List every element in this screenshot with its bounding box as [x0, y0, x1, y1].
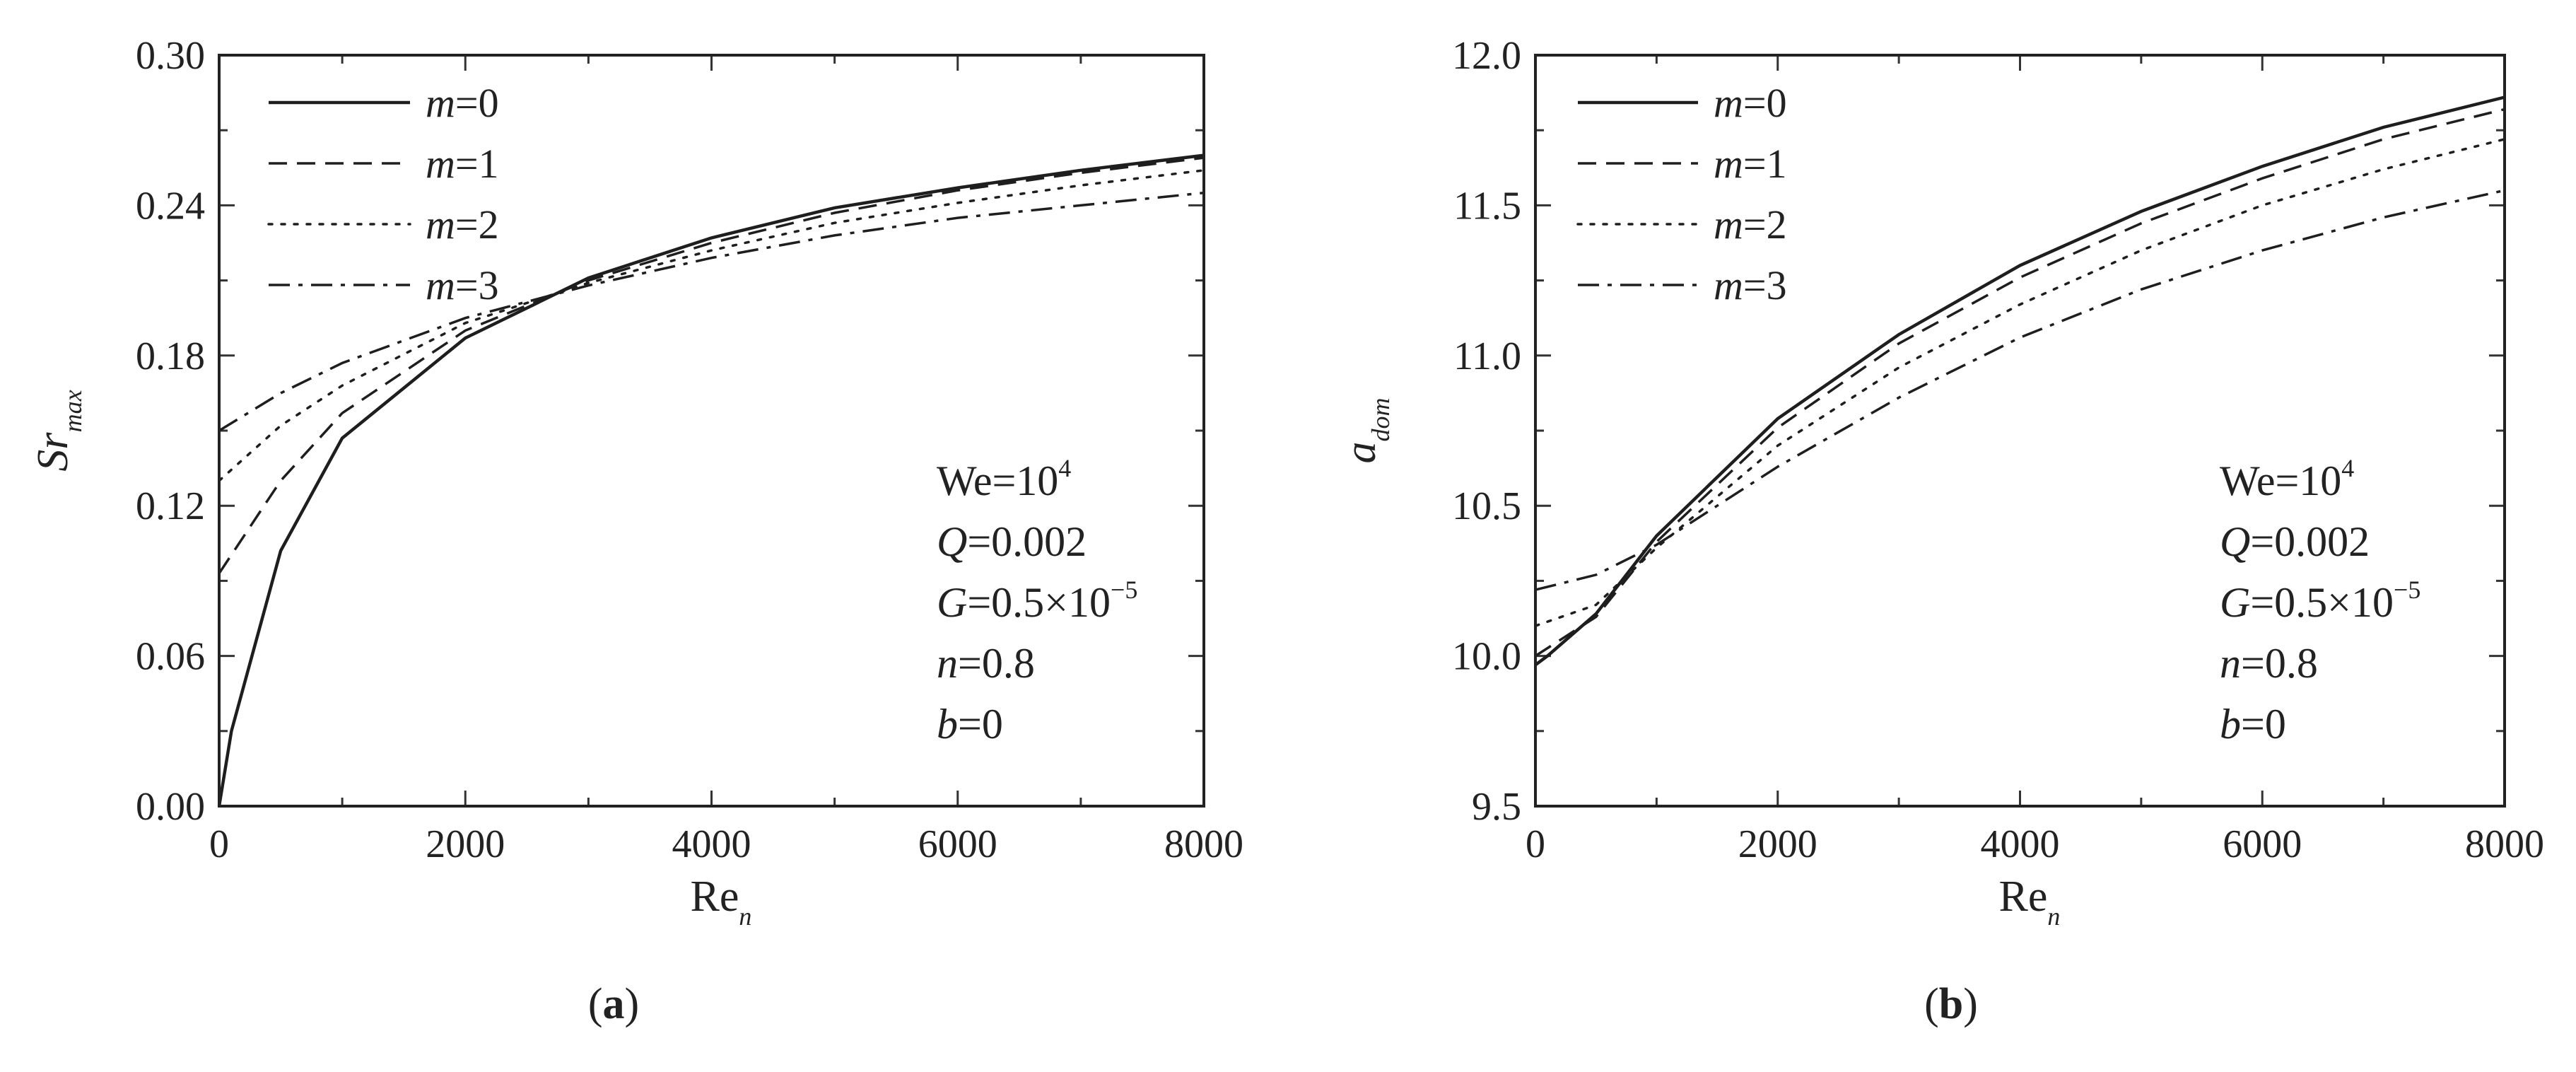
x-tick-label: 0: [209, 822, 229, 866]
panel-a: 0 2000 4000 6000 8000 0.00 0.06 0.12 0.18 0.24 0.3…: [29, 34, 1243, 1028]
legend-label-m1: m=1: [1714, 141, 1787, 187]
series-line-m0: [217, 153, 1205, 807]
y-tick-label: 11.0: [1453, 334, 1521, 378]
annotation-n: n=0.8: [2220, 640, 2318, 687]
y-tick-label: 11.5: [1453, 184, 1521, 228]
series-line-m1: [1535, 107, 2505, 658]
y-axis-label: Srmax: [29, 390, 87, 471]
annotation-q: Q=0.002: [2220, 518, 2370, 565]
legend-label-m3: m=3: [426, 262, 499, 308]
legend-label-m0: m=0: [426, 80, 499, 126]
annotation-q: Q=0.002: [937, 518, 1087, 565]
annotation-we: We=104: [2220, 454, 2354, 504]
plot-frame: [1534, 54, 2506, 808]
y-tick-label: 10.5: [1452, 484, 1521, 528]
x-tick-label: 6000: [918, 822, 997, 866]
y-tick-label: 0.24: [136, 184, 205, 228]
x-tick-label: 4000: [672, 822, 751, 866]
y-tick-label: 0.18: [136, 334, 205, 378]
y-tick-label: 10.0: [1452, 635, 1521, 679]
plot-frame: [218, 54, 1205, 808]
series-line-m2: [218, 169, 1205, 482]
x-tick-label: 4000: [1981, 822, 2060, 866]
series-line-m0: [1534, 95, 2505, 667]
x-axis-label: Ren: [1999, 873, 2061, 931]
annotation-we: We=104: [937, 454, 1071, 504]
series-line-m3: [1535, 189, 2505, 591]
legend-label-m3: m=3: [1714, 262, 1787, 308]
legend-label-m0: m=0: [1714, 80, 1787, 126]
x-tick-label: 6000: [2223, 822, 2302, 866]
annotation-g: G=0.5×10−5: [937, 576, 1137, 626]
y-axis-label: adom: [1337, 398, 1395, 464]
annotation-b: b=0: [937, 701, 1003, 747]
legend-label-m1: m=1: [426, 141, 499, 187]
legend-label-m2: m=2: [426, 202, 499, 247]
panel-caption-b: (b): [1924, 980, 1978, 1028]
series-line-m3: [218, 191, 1205, 432]
x-tick-label: 2000: [1738, 822, 1817, 866]
y-tick-label: 0.12: [136, 484, 205, 528]
y-tick-label: 12.0: [1452, 34, 1521, 78]
annotation-b: b=0: [2220, 701, 2286, 747]
x-tick-label: 2000: [426, 822, 505, 866]
x-axis-label: Ren: [691, 873, 752, 931]
panel-caption-a: (a): [588, 980, 639, 1028]
annotation-n: n=0.8: [937, 640, 1035, 687]
x-tick-label: 8000: [1164, 822, 1243, 866]
series-line-m1: [218, 156, 1205, 574]
x-tick-label: 8000: [2465, 822, 2544, 866]
legend-label-m2: m=2: [1714, 202, 1787, 247]
x-tick-label: 0: [1526, 822, 1545, 866]
y-tick-label: 0.06: [136, 635, 205, 679]
annotation-g: G=0.5×10−5: [2220, 576, 2420, 626]
y-tick-label: 9.5: [1472, 785, 1521, 829]
y-tick-label: 0.30: [136, 34, 205, 78]
panel-b: 0 2000 4000 6000 8000 9.5 10.0 10.5 11.0 11.5 12.0…: [1337, 34, 2544, 1028]
y-tick-label: 0.00: [136, 785, 205, 829]
series-line-m2: [1534, 138, 2506, 627]
